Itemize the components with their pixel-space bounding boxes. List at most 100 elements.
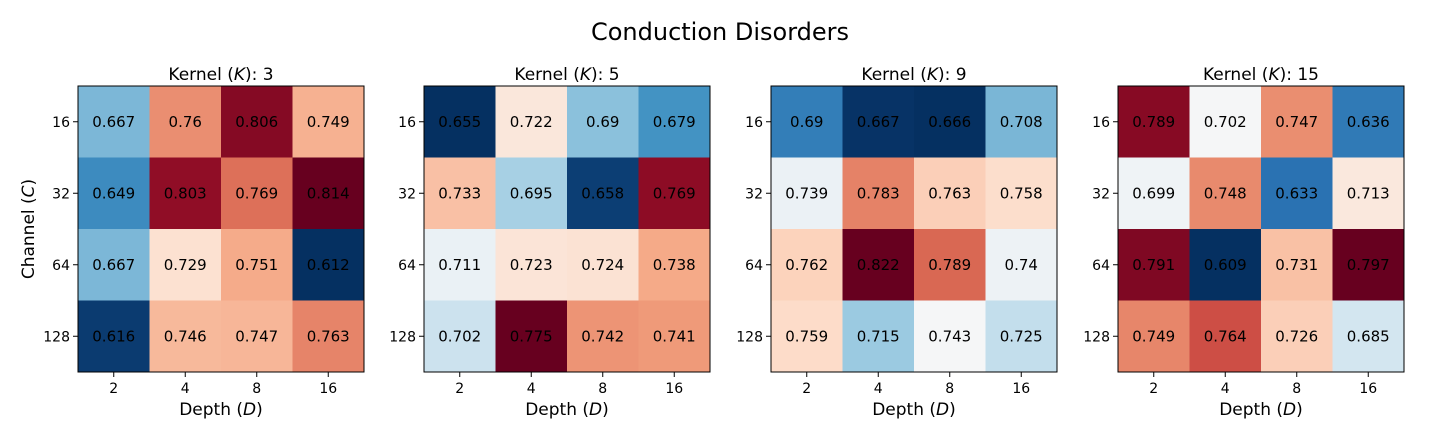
heatmap-cell (424, 157, 496, 230)
cell-value-label: 0.758 (1000, 184, 1043, 202)
cell-value-label: 0.769 (653, 184, 696, 202)
heatmap-cell (424, 86, 496, 158)
panel-title: Kernel (K): 3 (168, 65, 273, 85)
cell-value-label: 0.729 (164, 256, 207, 274)
heatmap-cell (149, 300, 222, 373)
y-axis-label-symbol: C (19, 185, 39, 197)
x-tick-label: 4 (181, 381, 190, 397)
cell-value-label: 0.742 (581, 327, 624, 345)
y-axis-label-close: ) (19, 179, 39, 186)
x-tick-label: 4 (1221, 381, 1230, 397)
cell-value-label: 0.667 (92, 256, 135, 274)
y-tick-label: 16 (1092, 115, 1110, 131)
x-tick-label: 4 (874, 381, 883, 397)
heatmap-cell (495, 157, 568, 230)
heatmap-cell (495, 300, 568, 373)
heatmap-cell (1332, 157, 1405, 230)
heatmap-panel-1: 0.667 0.76 0.806 0.749 0.649 0.803 0.769 0.814 0… (43, 65, 365, 420)
x-tick-label: 16 (1012, 381, 1030, 397)
y-axis-label: Channel (C) (19, 179, 39, 279)
heatmap-panel-4: 0.789 0.702 0.747 0.636 0.699 0.748 0.633 0.713… (1083, 65, 1405, 420)
heatmap-cell (1118, 86, 1190, 158)
heatmap-panel-2: 0.655 0.722 0.69 0.679 0.733 0.695 0.658 0.769 0… (389, 65, 711, 420)
cell-value-label: 0.666 (928, 113, 971, 131)
cell-value-label: 0.759 (785, 327, 828, 345)
heatmap-cell (424, 229, 496, 301)
cell-value-label: 0.609 (1204, 256, 1247, 274)
cell-value-label: 0.748 (1204, 184, 1247, 202)
cell-value-label: 0.649 (92, 184, 135, 202)
y-tick-label: 64 (745, 258, 763, 274)
y-tick-label: 64 (52, 258, 70, 274)
cell-value-label: 0.695 (510, 184, 553, 202)
y-tick-label: 16 (398, 115, 416, 131)
x-tick-label: 16 (665, 381, 683, 397)
y-tick-label: 32 (398, 186, 416, 202)
cell-value-label: 0.702 (438, 327, 481, 345)
heatmap-cell (771, 157, 843, 230)
cell-value-label: 0.738 (653, 256, 696, 274)
heatmap-cell (914, 229, 986, 301)
heatmap-cell (1332, 229, 1405, 301)
cell-value-label: 0.803 (164, 184, 207, 202)
panel-frame (423, 85, 711, 373)
heatmap-panels: 0.667 0.76 0.806 0.749 0.649 0.803 0.769 0.814 0… (43, 65, 1405, 420)
heatmap-cell (638, 300, 711, 373)
heatmap-cell (495, 86, 568, 158)
heatmap-cell (1332, 86, 1405, 158)
y-tick-label: 32 (745, 186, 763, 202)
cell-value-label: 0.655 (438, 113, 481, 131)
cell-value-label: 0.764 (1204, 327, 1247, 345)
cell-value-label: 0.789 (928, 256, 971, 274)
heatmap-cell (149, 229, 222, 301)
cell-value-label: 0.763 (928, 184, 971, 202)
cell-value-label: 0.822 (857, 256, 900, 274)
heatmap-cell (149, 86, 222, 158)
cell-value-label: 0.713 (1347, 184, 1390, 202)
cell-value-label: 0.791 (1132, 256, 1175, 274)
y-tick-label: 128 (736, 329, 763, 345)
cell-value-label: 0.612 (307, 256, 350, 274)
heatmap-cell (771, 86, 843, 158)
cell-value-label: 0.746 (164, 327, 207, 345)
heatmap-cell (985, 86, 1058, 158)
panel-frame (770, 85, 1058, 373)
heatmap-cell (842, 86, 915, 158)
panel-frame (1117, 85, 1405, 373)
heatmap-cell (1332, 300, 1405, 373)
x-tick-label: 2 (1149, 381, 1158, 397)
cell-value-label: 0.733 (438, 184, 481, 202)
x-axis-label: Depth (D) (179, 400, 263, 420)
heatmap-cell (771, 300, 843, 373)
cell-value-label: 0.74 (1005, 256, 1038, 274)
cell-value-label: 0.708 (1000, 113, 1043, 131)
cell-value-label: 0.725 (1000, 327, 1043, 345)
heatmap-cell (221, 157, 293, 230)
x-tick-label: 16 (1359, 381, 1377, 397)
x-tick-label: 8 (252, 381, 261, 397)
y-tick-label: 64 (398, 258, 416, 274)
cell-value-label: 0.616 (92, 327, 135, 345)
heatmap-cell (424, 300, 496, 373)
cell-value-label: 0.667 (92, 113, 135, 131)
cell-value-label: 0.76 (169, 113, 202, 131)
x-axis-label: Depth (D) (1219, 400, 1303, 420)
heatmap-cell (1118, 300, 1190, 373)
cell-value-label: 0.731 (1275, 256, 1318, 274)
heatmap-cell (149, 157, 222, 230)
cell-value-label: 0.739 (785, 184, 828, 202)
cell-value-label: 0.814 (307, 184, 350, 202)
cell-value-label: 0.789 (1132, 113, 1175, 131)
heatmap-cell (771, 229, 843, 301)
cell-value-label: 0.743 (928, 327, 971, 345)
heatmap-cell (842, 157, 915, 230)
y-tick-label: 16 (745, 115, 763, 131)
heatmap-cell (495, 229, 568, 301)
heatmap-cell (985, 157, 1058, 230)
y-axis-label-word: Channel ( (19, 197, 39, 279)
cell-value-label: 0.762 (785, 256, 828, 274)
cell-value-label: 0.69 (790, 113, 823, 131)
heatmap-cell (221, 86, 293, 158)
heatmap-cell (221, 300, 293, 373)
